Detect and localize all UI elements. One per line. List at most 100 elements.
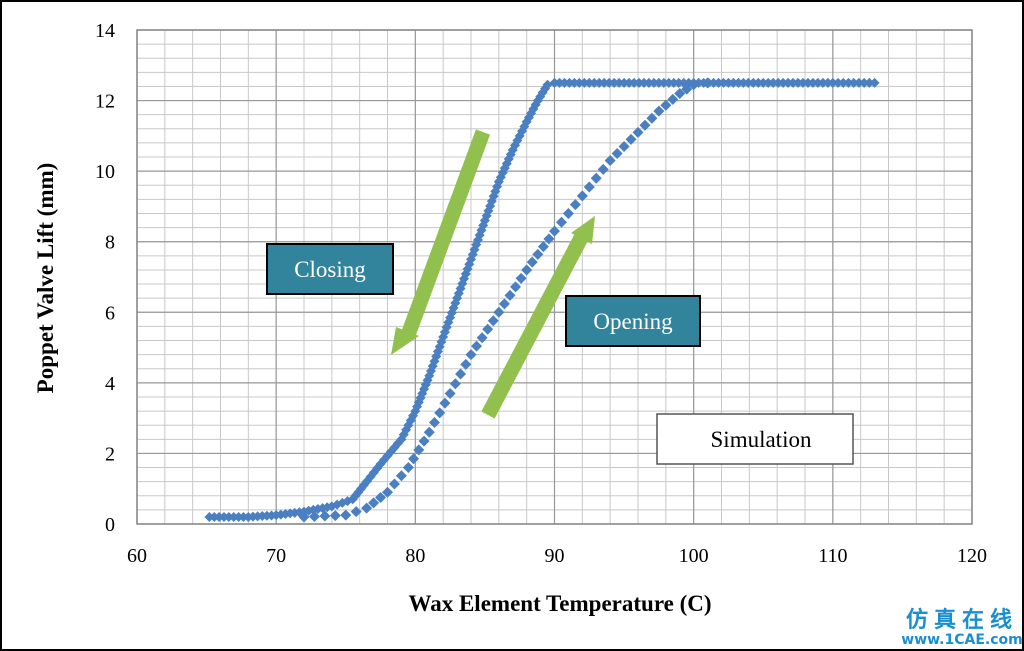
data-point-opening xyxy=(439,397,451,409)
y-tick-labels: 0 2 4 6 8 10 12 14 xyxy=(95,20,115,536)
data-point-opening xyxy=(597,163,609,175)
closing-label: Closing xyxy=(294,257,366,282)
data-point-opening xyxy=(611,148,623,159)
data-point-opening xyxy=(388,478,400,490)
y-tick-label: 12 xyxy=(95,91,115,113)
x-tick-labels: 60 70 80 90 100 110 120 xyxy=(127,545,987,567)
x-axis-label: Wax Element Temperature (C) xyxy=(408,591,711,616)
data-point-opening xyxy=(521,264,533,276)
series-closing xyxy=(204,77,880,522)
series-layer xyxy=(204,77,880,523)
x-tick-label: 90 xyxy=(545,545,565,567)
data-point-opening xyxy=(418,435,430,447)
data-point-closing xyxy=(833,77,844,88)
data-point-opening xyxy=(493,306,505,318)
data-point-opening xyxy=(569,199,581,211)
data-point-opening xyxy=(395,470,407,482)
data-point-opening xyxy=(449,378,461,390)
data-point-opening xyxy=(408,453,420,465)
data-point-opening xyxy=(667,93,679,105)
data-point-opening xyxy=(604,155,616,167)
data-point-closing xyxy=(275,509,286,520)
data-point-opening xyxy=(590,172,602,184)
data-point-opening xyxy=(471,340,483,352)
data-point-opening xyxy=(476,332,488,344)
closing-arrow xyxy=(391,129,491,355)
data-point-opening xyxy=(576,190,588,202)
data-point-opening xyxy=(340,509,352,521)
data-point-opening xyxy=(549,225,560,237)
data-point-closing xyxy=(869,77,880,88)
data-point-opening xyxy=(681,83,693,95)
data-point-closing xyxy=(285,508,296,519)
data-point-opening xyxy=(375,492,387,504)
y-tick-label: 8 xyxy=(105,232,115,254)
opening-arrow xyxy=(481,216,595,419)
opening-label: Opening xyxy=(593,309,673,334)
y-tick-label: 0 xyxy=(105,514,115,536)
x-tick-label: 60 xyxy=(127,545,147,567)
y-tick-label: 6 xyxy=(105,302,115,324)
data-point-opening xyxy=(688,79,700,91)
y-tick-label: 4 xyxy=(105,373,115,395)
data-point-opening xyxy=(618,140,630,152)
simulation-label-box: Simulation xyxy=(656,413,854,465)
watermark-logo-text: 仿真在线 xyxy=(906,607,1018,633)
data-point-opening xyxy=(460,358,472,370)
data-point-opening xyxy=(510,281,522,293)
data-point-closing xyxy=(864,77,875,88)
data-point-opening xyxy=(423,426,435,438)
data-point-opening xyxy=(319,510,331,522)
data-point-opening xyxy=(428,417,440,429)
data-point-opening xyxy=(653,105,665,117)
simulation-label: Simulation xyxy=(711,427,812,452)
data-point-opening xyxy=(350,506,362,518)
data-point-opening xyxy=(583,181,595,193)
data-point-opening xyxy=(639,119,651,131)
data-point-opening xyxy=(543,233,555,245)
data-point-closing xyxy=(848,77,859,88)
data-point-opening xyxy=(329,510,341,522)
data-point-opening xyxy=(526,256,538,268)
data-point-opening xyxy=(562,207,574,219)
data-point-opening xyxy=(646,112,658,124)
data-point-closing xyxy=(853,77,864,88)
data-point-opening xyxy=(465,349,477,361)
data-point-opening xyxy=(625,133,637,145)
data-point-closing xyxy=(859,77,870,88)
data-point-opening xyxy=(632,126,644,138)
data-point-opening xyxy=(382,486,393,498)
x-tick-label: 70 xyxy=(266,545,286,567)
data-point-closing xyxy=(827,77,838,88)
data-point-opening xyxy=(537,241,549,253)
x-tick-label: 120 xyxy=(957,545,987,567)
series-opening xyxy=(298,77,714,523)
data-point-opening xyxy=(515,272,527,284)
data-point-opening xyxy=(434,407,446,419)
opening-label-box: Opening xyxy=(565,295,701,347)
closing-label-box: Closing xyxy=(266,243,394,295)
data-point-closing xyxy=(838,77,849,88)
data-point-opening xyxy=(498,298,510,310)
y-tick-label: 14 xyxy=(95,20,115,42)
y-axis-label: Poppet Valve Lift (mm) xyxy=(33,163,58,394)
data-point-opening xyxy=(674,88,686,100)
data-point-opening xyxy=(413,444,425,456)
data-point-opening xyxy=(555,216,567,228)
data-point-opening xyxy=(361,502,373,514)
data-point-closing xyxy=(517,126,528,137)
y-tick-label: 10 xyxy=(95,161,115,183)
y-tick-label: 2 xyxy=(105,443,115,465)
data-point-opening xyxy=(402,462,414,474)
data-point-opening xyxy=(455,368,467,380)
data-point-opening xyxy=(504,289,516,301)
data-point-closing xyxy=(843,77,854,88)
data-point-opening xyxy=(660,99,672,111)
data-point-opening xyxy=(298,511,310,523)
plot-area-border xyxy=(136,29,973,525)
data-point-closing xyxy=(542,79,553,90)
data-point-opening xyxy=(487,315,499,327)
data-point-opening xyxy=(532,248,544,260)
